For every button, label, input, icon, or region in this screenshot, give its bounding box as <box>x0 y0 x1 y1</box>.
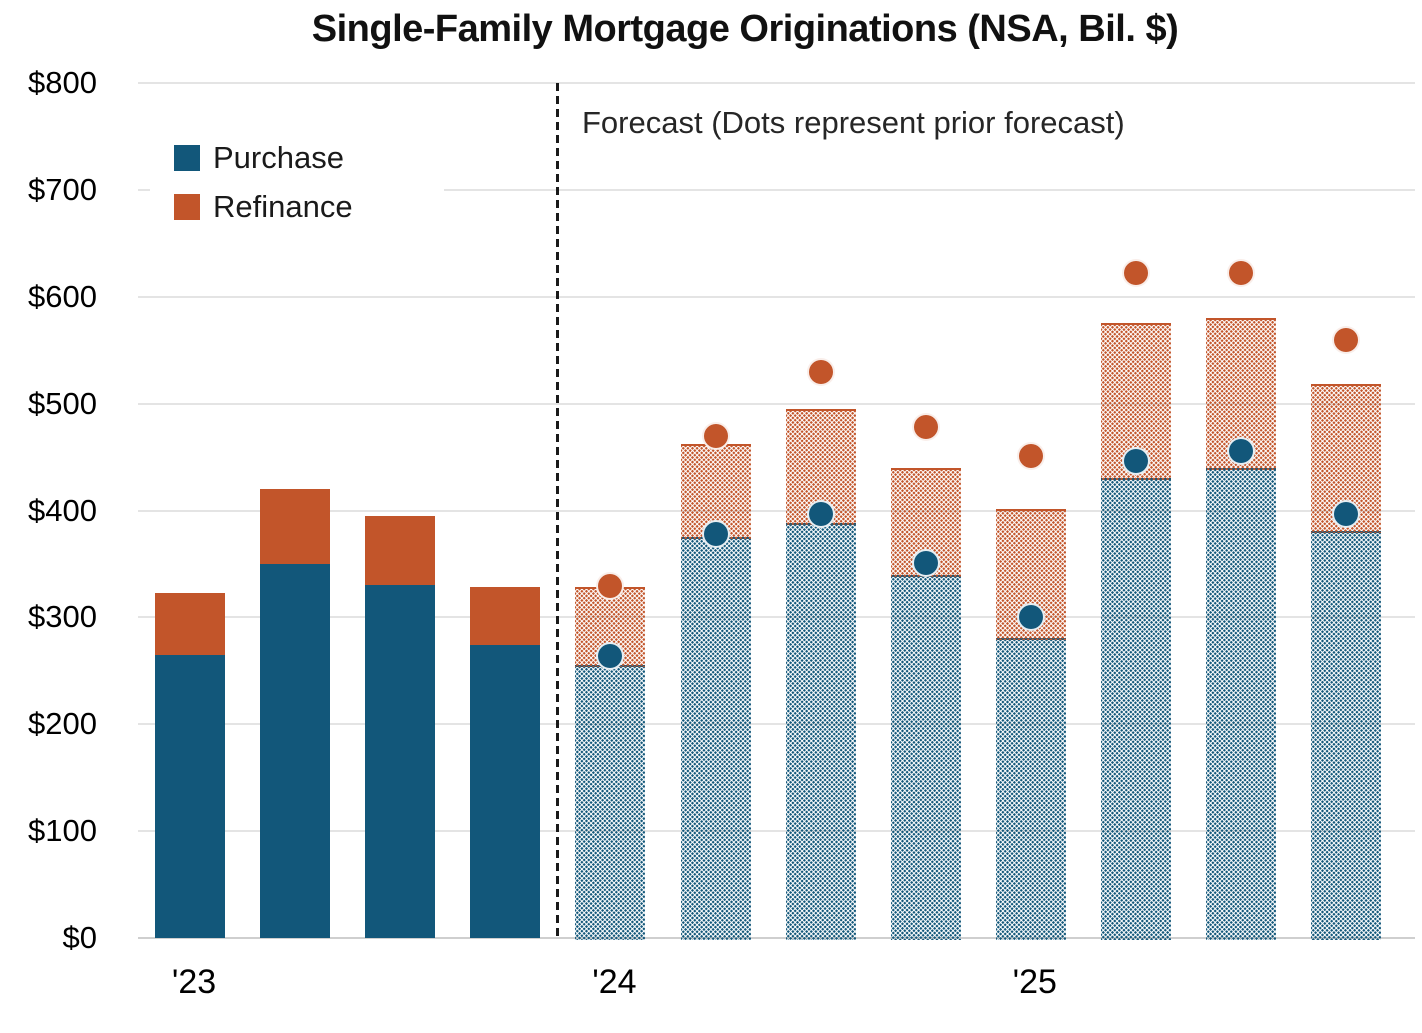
gridline <box>138 723 1415 726</box>
purchase-swatch-icon <box>174 145 200 171</box>
y-tick-label: $800 <box>28 65 97 100</box>
y-tick-label: $300 <box>28 599 97 635</box>
prior-forecast-purchase-dot <box>1016 603 1045 632</box>
gridline <box>138 82 1415 84</box>
bar-purchase-Q125 <box>995 637 1066 940</box>
y-tick-label: $600 <box>28 278 97 314</box>
forecast-divider-line <box>556 83 559 938</box>
prior-forecast-purchase-dot <box>1332 499 1361 528</box>
x-year-label-24: '24 <box>592 963 637 1001</box>
bar-refinance-Q423 <box>470 587 541 646</box>
prior-forecast-total-dot <box>806 357 835 386</box>
legend-label-refinance: Refinance <box>213 189 353 224</box>
y-tick-label: $0 <box>62 920 97 955</box>
refinance-swatch-icon <box>174 194 200 220</box>
prior-forecast-purchase-dot <box>1121 447 1150 476</box>
x-year-label-23: '23 <box>171 963 217 1001</box>
x-year-label-25: '25 <box>1012 963 1057 1001</box>
forecast-annotation: Forecast (Dots represent prior forecast) <box>582 105 1125 140</box>
gridline <box>138 509 1415 512</box>
bar-purchase-Q324 <box>785 523 856 940</box>
bar-refinance-Q223 <box>260 489 331 564</box>
prior-forecast-total-dot <box>1332 325 1361 354</box>
prior-forecast-purchase-dot <box>806 499 835 528</box>
chart-title: Single-Family Mortgage Originations (NSA… <box>311 8 1179 50</box>
bar-purchase-Q224 <box>680 537 751 940</box>
y-tick-label: $100 <box>28 813 97 849</box>
gridline <box>138 402 1415 405</box>
bar-refinance-Q323 <box>365 515 436 586</box>
prior-forecast-total-dot <box>1227 259 1255 288</box>
bar-purchase-Q423 <box>470 645 541 938</box>
x-axis-line <box>138 937 1415 939</box>
prior-forecast-total-dot <box>596 572 625 601</box>
legend-item-purchase: Purchase <box>174 140 444 176</box>
legend-item-refinance: Refinance <box>174 189 444 225</box>
bar-purchase-Q325 <box>1206 467 1276 940</box>
gridline <box>138 188 1415 191</box>
prior-forecast-purchase-dot <box>596 641 625 670</box>
prior-forecast-total-dot <box>701 421 730 450</box>
bar-purchase-Q424 <box>890 574 961 940</box>
y-tick-label: $700 <box>28 171 97 207</box>
bar-purchase-Q225 <box>1100 478 1171 940</box>
bar-refinance-Q123 <box>155 592 225 655</box>
prior-forecast-purchase-dot <box>701 520 730 548</box>
legend-label-purchase: Purchase <box>213 140 344 175</box>
gridline <box>138 830 1415 833</box>
prior-forecast-total-dot <box>1121 259 1150 288</box>
bar-purchase-Q425 <box>1311 530 1382 940</box>
bar-purchase-Q223 <box>260 563 331 938</box>
bar-purchase-Q124 <box>575 665 646 940</box>
y-tick-label: $200 <box>28 706 97 742</box>
y-tick-label: $500 <box>28 385 97 421</box>
bar-purchase-Q123 <box>155 654 225 938</box>
legend: Purchase Refinance <box>150 132 444 233</box>
gridline <box>138 616 1415 619</box>
prior-forecast-total-dot <box>1016 441 1045 470</box>
bar-purchase-Q323 <box>365 585 436 938</box>
prior-forecast-total-dot <box>911 413 940 442</box>
y-tick-label: $400 <box>28 492 97 528</box>
prior-forecast-purchase-dot <box>911 548 940 577</box>
prior-forecast-purchase-dot <box>1227 436 1255 465</box>
gridline <box>138 295 1415 298</box>
